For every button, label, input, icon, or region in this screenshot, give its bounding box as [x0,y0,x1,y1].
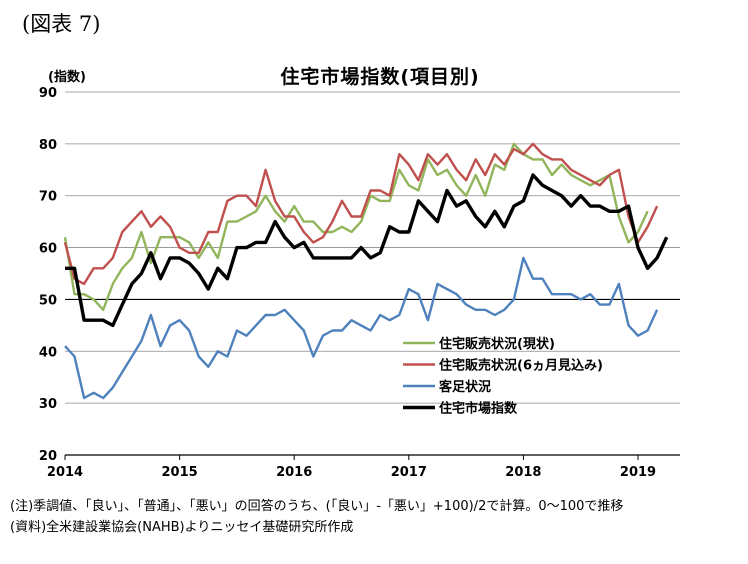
figure-label: (図表 7) [22,12,101,36]
y-tick-label: 40 [39,345,57,360]
legend-label-4: 住宅市場指数 [439,401,518,417]
footnote-source: (資料)全米建設業協会(NAHB)よりニッセイ基礎研究所作成 [10,520,354,535]
x-tick-label: 2017 [391,465,427,480]
series-line-1 [63,142,649,311]
x-tick-label: 2015 [162,465,198,480]
series-layer [63,142,669,400]
y-tick-label: 60 [39,242,57,257]
grid-layer [65,91,680,404]
x-tick-label: 2018 [505,465,541,480]
y-tick-label: 80 [39,138,57,153]
x-tick-label: 2019 [620,465,656,480]
axis-layer: 20 30 40 50 60 70 80 90 2014 2015 2016 2017 2018 2019 [39,86,680,480]
series-line-2 [63,142,659,286]
x-tick-label: 2014 [47,465,83,480]
legend-label-2: 住宅販売状況(6ヵ月見込み) [439,358,603,374]
y-tick-label: 70 [39,190,57,205]
x-tick-label: 2016 [276,465,312,480]
y-tick-label: 30 [39,397,57,412]
series-line-3 [64,256,659,400]
footnote-method: (注)季調値、「良い」、「普通」、「悪い」の回答のうち、(「良い」-「悪い」+1… [10,499,624,514]
series-line-4 [65,173,669,328]
y-tick-label: 50 [39,293,57,308]
y-tick-label: 20 [39,449,57,464]
chart-title: 住宅市場指数(項目別) [280,66,480,88]
legend-label-3: 客足状況 [439,379,491,395]
y-axis-unit-label: (指数) [48,70,86,85]
legend-label-1: 住宅販売状況(現状) [439,336,555,352]
y-tick-label: 90 [39,86,57,101]
